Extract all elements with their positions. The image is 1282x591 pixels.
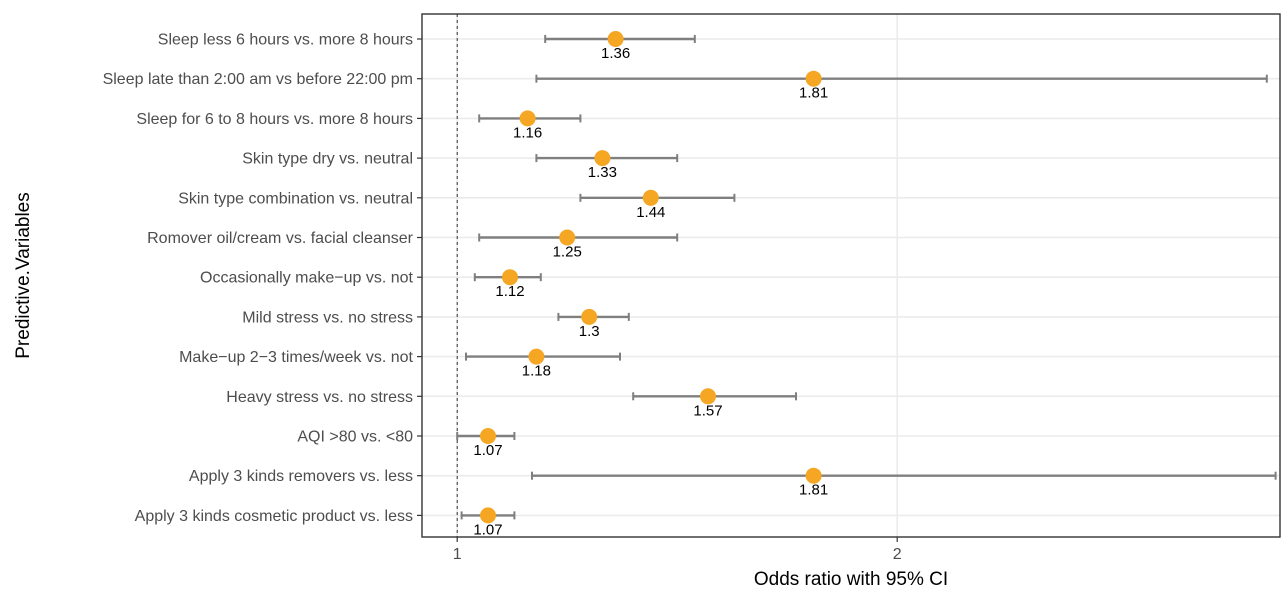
odds-ratio-point — [594, 150, 611, 167]
odds-ratio-point — [480, 507, 496, 524]
odds-ratio-points — [480, 31, 822, 524]
x-tick-label: 1 — [453, 546, 462, 563]
odds-ratio-value-label: 1.07 — [473, 521, 502, 538]
gridlines — [422, 14, 1280, 537]
y-tick-label: Sleep late than 2:00 am vs before 22:00 … — [103, 71, 413, 88]
y-tick-label: Skin type dry vs. neutral — [242, 151, 413, 168]
odds-ratio-value-label: 1.3 — [579, 323, 600, 340]
odds-ratio-value-label: 1.07 — [473, 442, 502, 459]
odds-ratio-value-label: 1.81 — [799, 85, 828, 102]
y-tick-label: Sleep less 6 hours vs. more 8 hours — [158, 32, 413, 49]
odds-ratio-value-label: 1.57 — [693, 402, 722, 419]
odds-ratio-point — [700, 388, 716, 405]
odds-ratio-value-label: 1.25 — [553, 244, 582, 261]
odds-ratio-value-label: 1.44 — [636, 204, 665, 221]
y-axis-ticks: Sleep less 6 hours vs. more 8 hours Sleep… — [103, 32, 422, 525]
value-labels: 1.36 1.81 1.16 1.33 1.44 1.25 1.12 1.3 1.18 1.57 1… — [473, 45, 828, 538]
plot-panel-border — [421, 13, 1281, 538]
odds-ratio-point — [607, 31, 624, 47]
odds-ratio-point — [581, 308, 598, 325]
odds-ratio-point — [528, 348, 545, 365]
odds-ratio-point — [480, 428, 496, 444]
odds-ratio-value-label: 1.36 — [601, 45, 630, 62]
odds-ratio-point — [642, 189, 659, 206]
odds-ratio-value-label: 1.81 — [799, 482, 828, 499]
y-tick-label: Make−up 2−3 times/week vs. not — [179, 349, 413, 366]
y-tick-label: Heavy stress vs. no stress — [226, 389, 413, 406]
x-tick-label: 2 — [893, 546, 902, 563]
odds-ratio-point — [519, 110, 536, 127]
odds-ratio-value-label: 1.16 — [513, 124, 542, 141]
y-axis-title: Predictive.Variables — [13, 192, 34, 359]
y-tick-label: Sleep for 6 to 8 hours vs. more 8 hours — [136, 111, 413, 128]
y-tick-label: Apply 3 kinds removers vs. less — [189, 468, 413, 485]
y-tick-label: Romover oil/cream vs. facial cleanser — [147, 230, 414, 247]
y-tick-label: Apply 3 kinds cosmetic product vs. less — [135, 508, 413, 525]
odds-ratio-value-label: 1.33 — [588, 164, 617, 181]
odds-ratio-point — [502, 269, 518, 286]
odds-ratio-point — [805, 467, 822, 484]
y-tick-label: Skin type combination vs. neutral — [178, 190, 413, 207]
y-tick-label: Mild stress vs. no stress — [242, 309, 413, 326]
y-tick-label: AQI >80 vs. <80 — [297, 429, 413, 446]
x-axis-title: Odds ratio with 95% CI — [754, 569, 948, 590]
odds-ratio-value-label: 1.12 — [495, 283, 524, 300]
odds-ratio-point — [559, 229, 576, 246]
odds-ratio-value-label: 1.18 — [522, 363, 551, 380]
y-tick-label: Occasionally make−up vs. not — [200, 270, 414, 287]
odds-ratio-point — [805, 70, 822, 87]
